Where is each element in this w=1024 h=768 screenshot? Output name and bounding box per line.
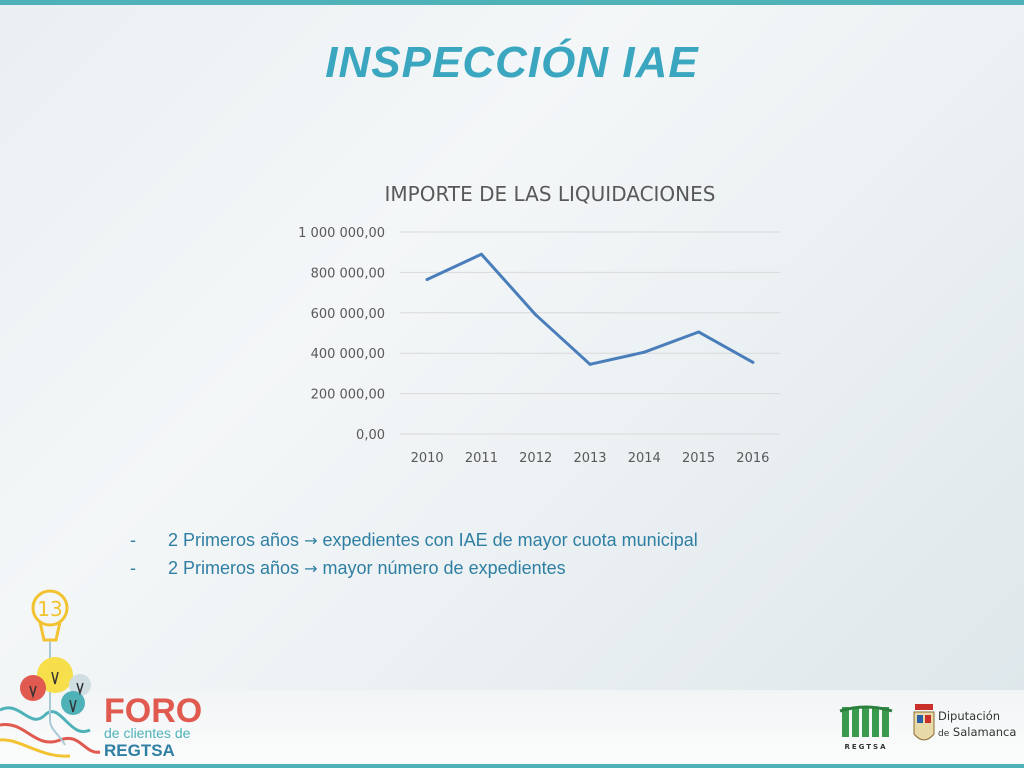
data-point (425, 277, 429, 281)
series-line (425, 252, 755, 366)
foro-line1: FORO (104, 692, 202, 730)
bullet-text-lead: 2 Primeros años (168, 558, 300, 578)
data-point (642, 350, 646, 354)
foro-line2: de clientes de (104, 725, 191, 741)
bullet-item: - 2 Primeros años → mayor número de expe… (130, 554, 890, 582)
x-tick-label: 2012 (519, 451, 552, 466)
diputacion-line1: Diputación (938, 709, 1001, 723)
foro-regtsa-logo: 13 FORO de clientes de REGTSA (0, 589, 202, 760)
y-tick-label: 0,00 (356, 428, 385, 443)
coat-of-arms-icon (913, 704, 935, 741)
bullet-text-rest: mayor número de expedientes (322, 558, 566, 578)
bullet-dash: - (130, 558, 136, 578)
bottom-accent-bar (0, 764, 1024, 768)
foro-line3: REGTSA (104, 741, 175, 760)
diputacion-line2-prefix: de (938, 729, 950, 739)
regtsa-logo: REGTSA (839, 705, 893, 751)
data-point (534, 313, 538, 317)
regtsa-logo-text: REGTSA (844, 743, 887, 751)
y-tick-label: 1 000 000,00 (298, 226, 385, 241)
foro-number: 13 (37, 597, 62, 621)
x-tick-label: 2016 (736, 451, 769, 466)
slide-title: INSPECCIÓN IAE (325, 38, 699, 87)
bullet-text: 2 Primeros años → expedientes con IAE de… (168, 526, 698, 555)
diputacion-salamanca-logo: Diputación de Salamanca (912, 704, 1018, 750)
y-tick-label: 200 000,00 (311, 388, 385, 403)
y-tick-label: 600 000,00 (311, 307, 385, 322)
y-tick-label: 400 000,00 (311, 347, 385, 362)
arrow-right-icon: → (304, 531, 318, 550)
x-tick-label: 2013 (573, 451, 606, 466)
diputacion-line2-name: Salamanca (952, 725, 1017, 739)
bullet-list: - 2 Primeros años → expedientes con IAE … (130, 526, 890, 582)
diputacion-line2: de Salamanca (938, 724, 1016, 742)
x-tick-label: 2014 (628, 451, 661, 466)
bullet-text: 2 Primeros años → mayor número de expedi… (168, 554, 566, 583)
x-tick-label: 2010 (411, 451, 444, 466)
chart-title: IMPORTE DE LAS LIQUIDACIONES (384, 182, 716, 206)
y-tick-label: 800 000,00 (311, 266, 385, 281)
line-chart: 0,00 200 000,00 400 000,00 600 000,00 800 00… (298, 226, 780, 466)
arrow-right-icon: → (304, 559, 318, 578)
data-point (751, 360, 755, 364)
bullet-text-lead: 2 Primeros años (168, 530, 300, 550)
bullet-item: - 2 Primeros años → expedientes con IAE … (130, 526, 890, 554)
x-tick-label: 2011 (465, 451, 498, 466)
bullet-text-rest: expedientes con IAE de mayor cuota munic… (322, 530, 698, 550)
diputacion-text: Diputación de Salamanca (938, 708, 1016, 742)
data-point (697, 330, 701, 334)
data-point (479, 252, 483, 256)
x-tick-label: 2015 (682, 451, 715, 466)
top-accent-bar (0, 0, 1024, 5)
data-point (588, 362, 592, 366)
bullet-dash: - (130, 530, 136, 550)
